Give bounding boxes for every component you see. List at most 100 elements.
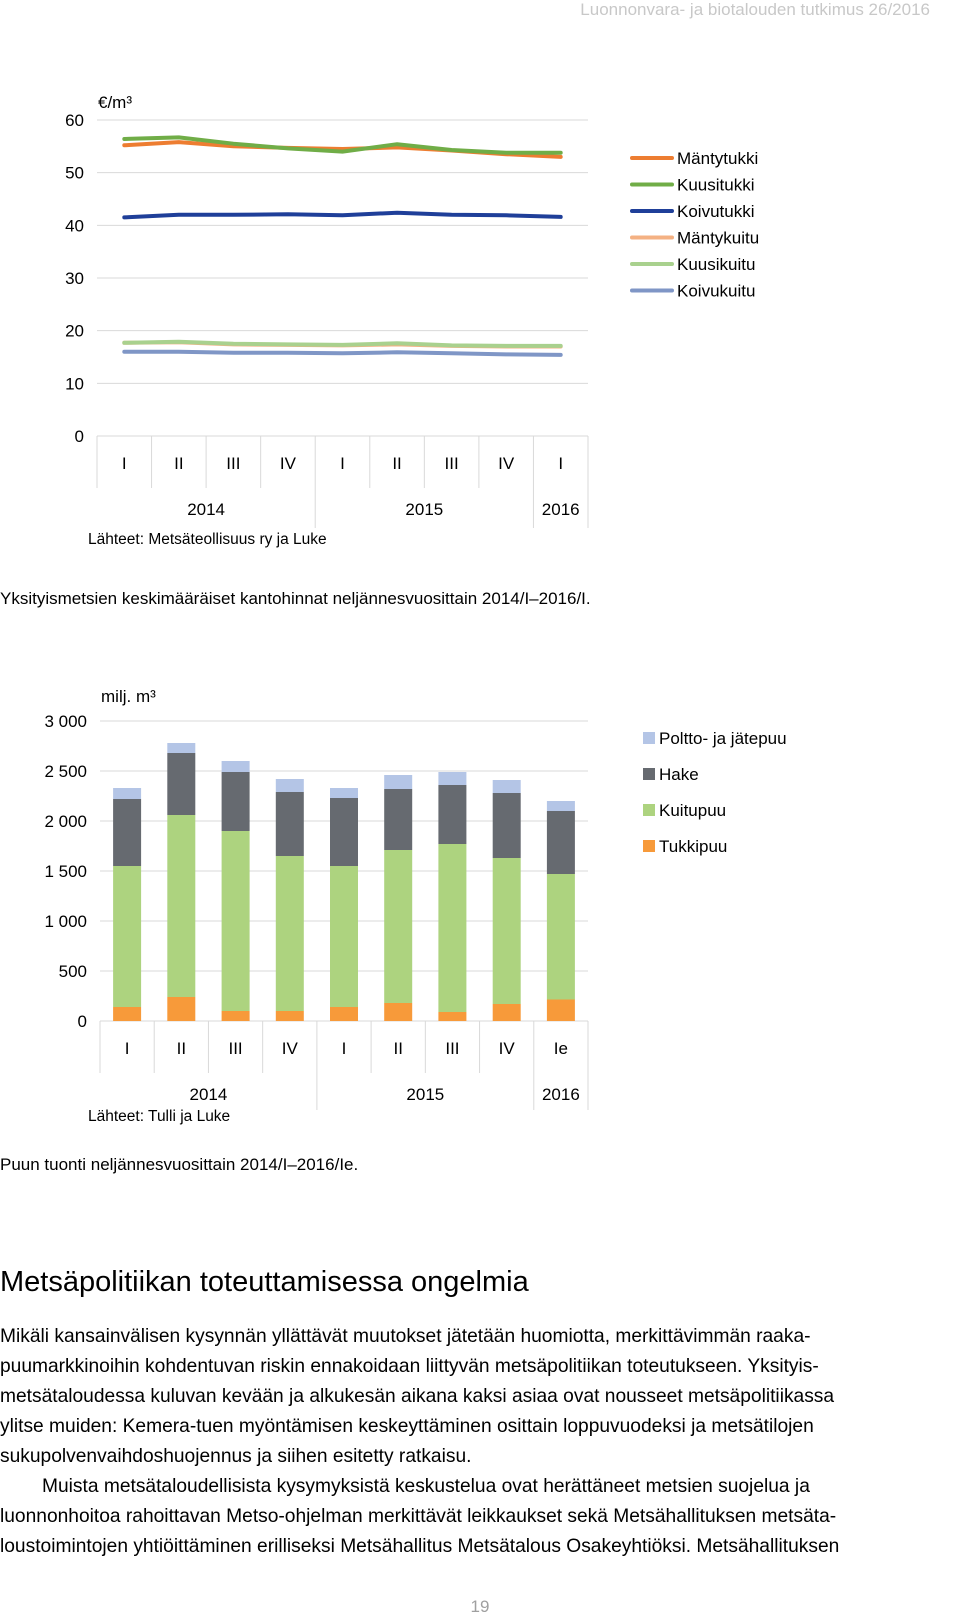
legend-label: Kuusitukki [677,176,754,195]
legend-swatch [643,840,655,852]
figure1-source: Lähteet: Metsäteollisuus ry ja Luke [88,531,327,548]
legend-label: Tukkipuu [659,837,727,856]
section-heading: Metsäpolitiikan toteuttamisessa ongelmia [0,1266,529,1298]
paragraph-line: Mikäli kansainvälisen kysynnän yllättävä… [0,1326,811,1347]
bar-segment [221,1011,250,1021]
paragraph-line: metsätaloudessa kuluvan kevään ja alkuke… [0,1386,835,1407]
bar-segment [546,999,575,1021]
figure1-caption: Yksityismetsien keskimääräiset kantohinn… [0,589,591,608]
x-tick-label: Ie [554,1039,568,1058]
y-unit-label: €/m³ [98,93,132,112]
x-tick-label: IV [280,454,297,473]
bar-segment [221,772,250,831]
legend-label: Mäntytukki [677,149,758,168]
year-label: 2015 [406,1085,444,1104]
x-tick-label: IV [282,1039,299,1058]
x-tick-label: I [558,454,563,473]
bar-segment [113,866,142,1007]
x-tick-label: II [174,454,183,473]
legend-label: Mäntykuitu [677,229,759,248]
x-tick-label: I [342,1039,347,1058]
year-label: 2014 [187,500,225,519]
y-tick-label: 500 [59,962,87,981]
bar-segment [438,844,467,1012]
legend-label: Koivutukki [677,202,754,221]
bar-segment [492,1004,521,1021]
x-tick-label: I [340,454,345,473]
bar-segment [384,1003,413,1021]
bar-segment [113,788,142,799]
paragraph-line: sukupolvenvaihdoshuojennus ja siihen esi… [0,1446,472,1467]
bar-segment [546,874,575,1000]
legend-label: Kuitupuu [659,801,726,820]
bar-segment [330,1007,358,1021]
y-tick-label: 0 [78,1012,87,1031]
y-tick-label: 1 000 [44,912,87,931]
bar-segment [275,1011,304,1021]
year-label: 2015 [405,500,443,519]
x-tick-label: I [125,1039,130,1058]
legend-label: Hake [659,765,699,784]
bar-segment [546,811,575,874]
x-tick-label: III [228,1039,242,1058]
x-tick-label: III [226,454,240,473]
y-tick-label: 20 [65,322,84,341]
paragraph-line: Muista metsätaloudellisista kysymyksistä… [42,1476,810,1497]
bar-segment [275,779,304,792]
y-tick-label: 3 000 [44,712,87,731]
series-line [122,349,563,357]
bar-segment [330,866,358,1007]
bar-segment [275,792,304,856]
bar-segment [330,788,358,798]
bar-segment [167,743,196,753]
y-tick-label: 30 [65,269,84,288]
paragraph-2: Muista metsätaloudellisista kysymyksistä… [0,1472,958,1562]
x-tick-label: II [392,454,401,473]
year-label: 2016 [542,500,580,519]
x-tick-label: III [445,1039,459,1058]
bar-segment [546,801,575,811]
bar-segment [167,753,196,815]
bar-segment [492,780,521,793]
legend-label: Kuusikuitu [677,255,755,274]
legend-swatch [643,804,655,816]
running-head: Luonnonvara- ja biotalouden tutkimus 26/… [580,0,930,19]
figure2-caption: Puun tuonti neljännesvuosittain 2014/I–2… [0,1155,359,1174]
bar-segment [492,858,521,1004]
bar-segment [113,799,142,866]
y-tick-label: 10 [65,374,84,393]
paragraph-line: loustoimintojen yhtiöittäminen erillisek… [0,1536,840,1557]
series-line [122,135,563,155]
bar-segment [438,1012,467,1021]
y-tick-label: 2 000 [44,812,87,831]
year-label: 2016 [542,1085,580,1104]
bar-segment [384,850,413,1003]
legend-swatch [643,732,655,744]
x-tick-label: II [177,1039,186,1058]
paragraph-line: luonnonhoitoa rahoittavan Metso-ohjelman… [0,1506,837,1527]
legend-label: Koivukuitu [677,282,755,301]
bar-segment [384,789,413,850]
bar-segment [221,761,250,772]
paragraph-line: ylitse muiden: Kemera-tuen myöntämisen k… [0,1416,814,1437]
bar-segment [275,856,304,1011]
paragraph-line: puumarkkinoihin kohdentuvan riskin ennak… [0,1356,819,1377]
figure2-source: Lähteet: Tulli ja Luke [88,1108,231,1125]
x-tick-label: II [393,1039,402,1058]
bar-segment [167,997,196,1021]
series-line [122,339,563,348]
bar-segment [221,831,250,1011]
y-tick-label: 40 [65,216,84,235]
bar-segment [492,793,521,858]
y-tick-label: 1 500 [44,862,87,881]
y-tick-label: 60 [65,111,84,130]
page-number: 19 [470,1597,490,1616]
bar-segment [113,1007,142,1021]
x-tick-label: IV [498,454,515,473]
bar-segment [330,798,358,866]
x-tick-label: IV [499,1039,516,1058]
legend-swatch [643,768,655,780]
bar-segment [438,785,467,844]
bar-segment [438,772,467,785]
